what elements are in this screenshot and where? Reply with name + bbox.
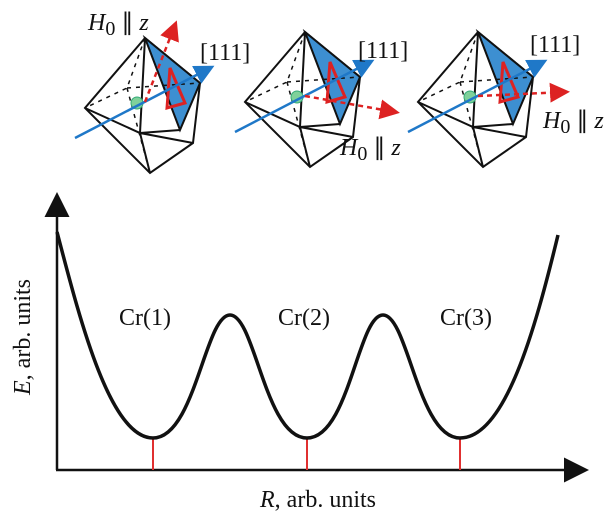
field-label: H0 ∥ z (542, 108, 604, 138)
field-subscript: 0 (105, 18, 115, 40)
y-symbol: E (10, 380, 36, 396)
x-text: , arb. units (275, 487, 376, 513)
octahedron: H0 ∥ z [111] (408, 32, 604, 167)
field-subscript: 0 (560, 116, 570, 138)
y-axis-label: E, arb. units (10, 279, 36, 396)
potential-curve (57, 232, 558, 438)
y-text: , arb. units (10, 279, 36, 380)
well-label: Cr(3) (440, 305, 492, 331)
field-symbol: H (87, 10, 107, 36)
figure: H0 ∥ z [111] H0 ∥ z [111] H0 ∥ z [111] C… (0, 0, 606, 518)
well-label: Cr(2) (278, 305, 330, 331)
field-parallel: ∥ (570, 108, 594, 134)
well-markers (153, 438, 460, 470)
field-symbol: H (542, 108, 562, 134)
octahedron: H0 ∥ z [111] (235, 32, 408, 167)
field-axis: z (138, 10, 149, 36)
field-axis: z (593, 108, 604, 134)
field-parallel: ∥ (367, 135, 391, 161)
x-axis-label: R, arb. units (259, 487, 376, 513)
well-label: Cr(1) (119, 305, 171, 331)
direction-label: [111] (358, 38, 408, 64)
field-axis: z (390, 135, 401, 161)
octahedron: H0 ∥ z [111] (75, 10, 250, 173)
direction-label: [111] (200, 40, 250, 66)
field-parallel: ∥ (115, 10, 139, 36)
x-symbol: R (259, 487, 275, 513)
direction-label: [111] (530, 32, 580, 58)
field-symbol: H (339, 135, 359, 161)
field-subscript: 0 (357, 143, 367, 165)
field-label: H0 ∥ z (87, 10, 149, 40)
field-label: H0 ∥ z (339, 135, 401, 165)
